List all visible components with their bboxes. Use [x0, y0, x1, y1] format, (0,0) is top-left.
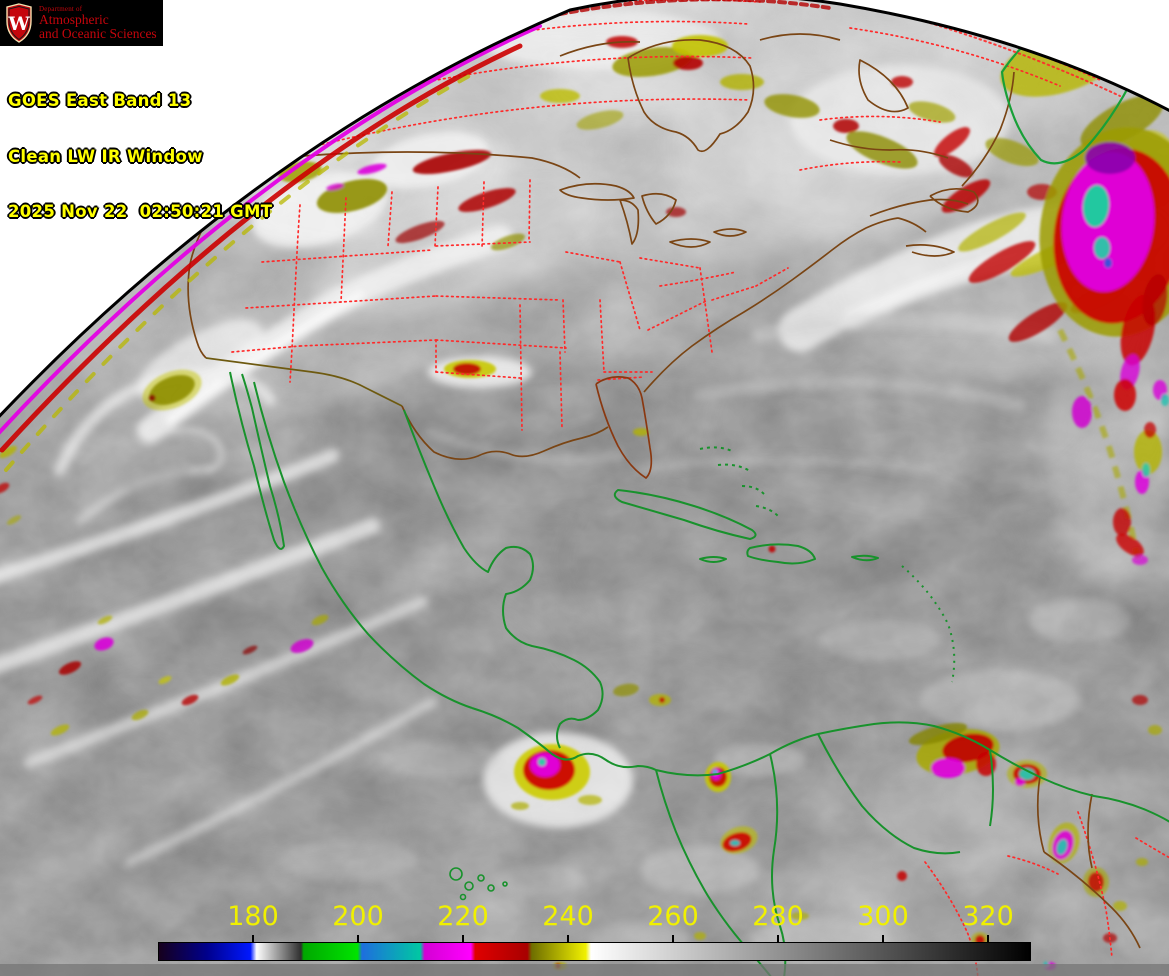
- uw-crest-icon: W: [6, 3, 32, 43]
- svg-text:W: W: [7, 13, 30, 35]
- product-title-line1: GOES East Band 13: [8, 91, 192, 110]
- colorbar-tick-mark: [882, 935, 884, 942]
- uw-logo: W Department of Atmospheric and Oceanic …: [0, 0, 163, 46]
- temperature-colorbar: [158, 942, 1031, 961]
- product-title: GOES East Band 13 Clean LW IR Window 202…: [8, 55, 272, 259]
- product-timestamp: 2025 Nov 22 02:50:21 GMT: [8, 202, 273, 221]
- colorbar-tick-label: 240: [542, 901, 594, 932]
- galapagos-outline: [449, 867, 508, 901]
- product-title-line2: Clean LW IR Window: [8, 146, 203, 166]
- logo-name-line2: and Oceanic Sciences: [39, 25, 157, 41]
- colorbar-tick-label: 320: [962, 901, 1014, 932]
- itcz-storm-cells: [511, 545, 1162, 970]
- colorbar-tick-mark: [462, 935, 464, 942]
- colorbar-tick-mark: [357, 935, 359, 942]
- colorbar-tick-label: 300: [857, 901, 909, 932]
- colorbar-tick-label: 200: [332, 901, 384, 932]
- colorbar-tick-label: 280: [752, 901, 804, 932]
- earth-limb-edge: [0, 0, 1169, 418]
- limb-bands: [0, 0, 1121, 472]
- bottom-edge-shade: [0, 964, 1169, 976]
- logo-name-line1: Atmospheric: [39, 11, 109, 27]
- frontal-band-cells: [27, 614, 329, 736]
- north-america-coastlines: [187, 33, 1141, 949]
- colorbar-tick-mark: [672, 935, 674, 942]
- colorbar-tick-label: 220: [437, 901, 489, 932]
- logo-department-prefix: Department of: [39, 4, 83, 13]
- colorbar-tick-label: 260: [647, 901, 699, 932]
- colorbar-tick-mark: [987, 935, 989, 942]
- colorbar-tick-mark: [252, 935, 254, 942]
- colorbar-tick-label: 180: [227, 901, 279, 932]
- colorbar-tick-mark: [777, 935, 779, 942]
- storm-cell-atlantic: [1039, 127, 1169, 390]
- colorbar-tick-mark: [567, 935, 569, 942]
